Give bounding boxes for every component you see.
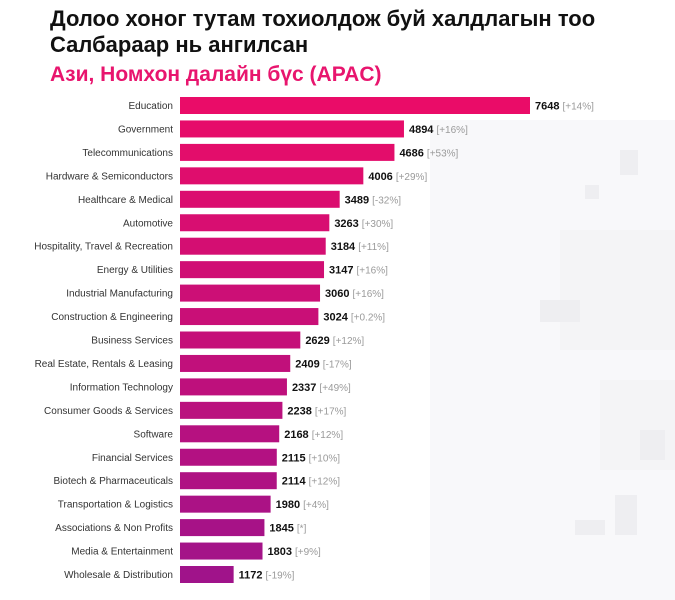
- change-label: [-32%]: [372, 195, 401, 206]
- value-label: 1845: [269, 523, 293, 535]
- value-label: 4686: [399, 147, 423, 159]
- category-label: Business Services: [91, 336, 173, 347]
- bar: [180, 401, 283, 419]
- change-label: [+9%]: [295, 547, 321, 558]
- value-label: 7648: [535, 101, 559, 113]
- value-label: 2337: [292, 382, 316, 394]
- category-label: Information Technology: [70, 382, 173, 393]
- category-label: Software: [134, 429, 174, 440]
- bar: [180, 284, 321, 302]
- bar: [180, 378, 287, 396]
- category-label: Energy & Utilities: [97, 265, 173, 276]
- category-label: Associations & Non Profits: [55, 523, 173, 534]
- category-label: Government: [118, 124, 173, 135]
- bar: [180, 261, 325, 279]
- category-label: Financial Services: [92, 453, 173, 464]
- change-label: [-19%]: [266, 571, 295, 582]
- value-label: 3060: [325, 288, 349, 300]
- value-label: 2238: [287, 405, 311, 417]
- change-label: [+53%]: [427, 148, 459, 159]
- bar: [180, 425, 280, 443]
- category-label: Industrial Manufacturing: [66, 289, 173, 300]
- bar: [180, 143, 395, 161]
- category-label: Consumer Goods & Services: [44, 406, 173, 417]
- bar: [180, 237, 326, 255]
- category-label: Media & Entertainment: [71, 547, 173, 558]
- category-label: Transportation & Logistics: [58, 500, 173, 511]
- bar: [180, 97, 530, 114]
- category-label: Biotech & Pharmaceuticals: [53, 476, 173, 487]
- page-title: Долоо хоног тутам тохиолдож буй халдлагы…: [50, 6, 596, 57]
- value-label: 2168: [284, 429, 308, 441]
- bar: [180, 472, 277, 490]
- value-label: 2115: [282, 452, 306, 464]
- bar: [180, 308, 319, 326]
- value-label: 3263: [334, 218, 358, 230]
- change-label: [+10%]: [309, 453, 341, 464]
- bar: [180, 190, 340, 208]
- value-label: 3489: [345, 194, 369, 206]
- bar: [180, 566, 234, 583]
- change-label: [+30%]: [362, 219, 394, 230]
- value-label: 4894: [409, 124, 434, 136]
- category-label: Hardware & Semiconductors: [46, 171, 173, 182]
- chart-subtitle: Ази, Номхон далайн бүс (APAC): [50, 63, 382, 86]
- value-label: 3024: [323, 312, 348, 324]
- change-label: [+12%]: [312, 430, 344, 441]
- value-label: 1980: [276, 499, 300, 511]
- change-label: [-17%]: [323, 359, 352, 370]
- category-label: Healthcare & Medical: [78, 195, 173, 206]
- change-label: [+12%]: [333, 336, 365, 347]
- change-label: [+4%]: [303, 500, 329, 511]
- value-label: 1172: [239, 570, 263, 582]
- change-label: [*]: [297, 524, 307, 535]
- category-label: Education: [129, 101, 173, 112]
- bar: [180, 519, 265, 537]
- bar: [180, 354, 291, 372]
- change-label: [+16%]: [353, 289, 385, 300]
- change-label: [+11%]: [358, 242, 389, 253]
- bar: [180, 167, 364, 185]
- value-label: 1803: [268, 546, 292, 558]
- bar: [180, 331, 301, 349]
- change-label: [+16%]: [357, 266, 389, 277]
- value-label: 2409: [295, 358, 319, 370]
- category-label: Wholesale & Distribution: [64, 570, 173, 581]
- bar: [180, 542, 263, 560]
- value-label: 3184: [331, 241, 356, 253]
- bar: [180, 448, 277, 466]
- category-label: Construction & Engineering: [51, 312, 173, 323]
- bar: [180, 214, 330, 232]
- value-label: 2629: [305, 335, 329, 347]
- change-label: [+49%]: [319, 383, 351, 394]
- value-label: 2114: [282, 476, 307, 488]
- change-label: [+16%]: [436, 125, 468, 136]
- category-label: Automotive: [123, 218, 173, 229]
- category-label: Hospitality, Travel & Recreation: [34, 242, 173, 253]
- change-label: [+0.2%]: [351, 313, 385, 324]
- value-label: 4006: [368, 171, 392, 183]
- change-label: [+17%]: [315, 406, 347, 417]
- category-label: Real Estate, Rentals & Leasing: [35, 359, 173, 370]
- category-label: Telecommunications: [82, 148, 173, 159]
- bar: [180, 120, 404, 138]
- bar: [180, 495, 271, 513]
- change-label: [+12%]: [309, 477, 341, 488]
- change-label: [+14%]: [562, 102, 594, 113]
- change-label: [+29%]: [396, 172, 428, 183]
- value-label: 3147: [329, 265, 353, 277]
